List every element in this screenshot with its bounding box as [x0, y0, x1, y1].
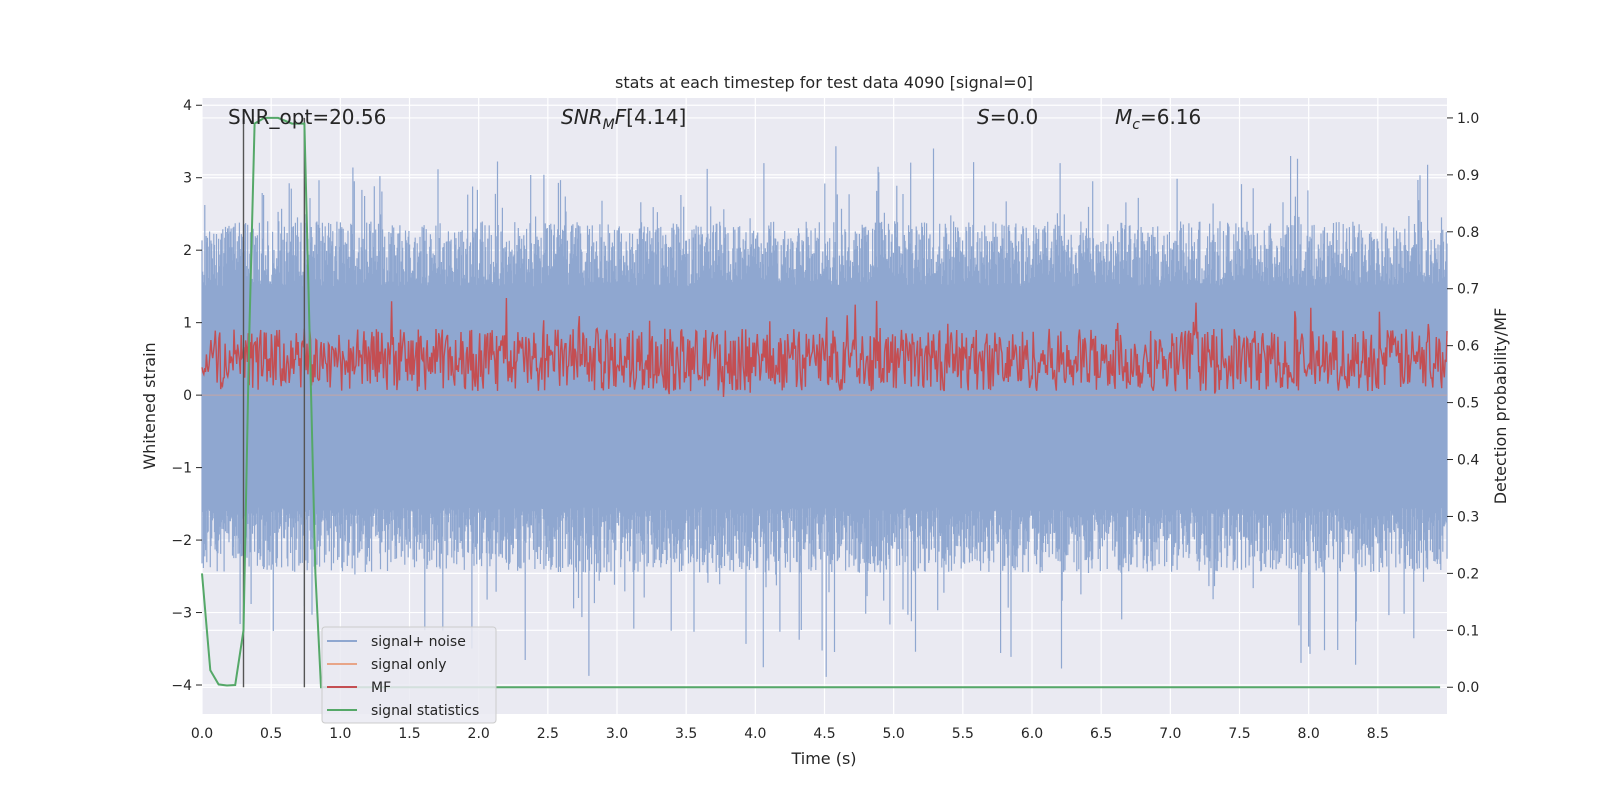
x-tick-label: 6.5	[1090, 726, 1112, 742]
x-tick-label: 1.0	[329, 726, 351, 742]
y-tick-label: 3	[183, 171, 192, 187]
y2-tick-label: 0.7	[1457, 282, 1479, 298]
x-tick-label: 3.5	[675, 726, 697, 742]
x-tick-label: 3.0	[606, 726, 628, 742]
legend: signal+ noise signal only MF signal stat…	[321, 626, 497, 724]
mc-value: =6.16	[1140, 105, 1201, 129]
x-tick-label: 1.5	[398, 726, 420, 742]
y2-tick-label: 0.0	[1457, 680, 1479, 696]
x-tick-label: 0.0	[191, 726, 213, 742]
mf-series	[201, 297, 1448, 398]
x-tick-label: 4.0	[744, 726, 766, 742]
x-tick-label: 2.0	[468, 726, 490, 742]
x-tick-label: 8.0	[1298, 726, 1320, 742]
legend-label-signal-noise: signal+ noise	[371, 634, 466, 650]
x-tick-label: 2.5	[537, 726, 559, 742]
legend-label-mf: MF	[371, 680, 391, 696]
y-tick-label: −3	[171, 606, 192, 622]
x-tick-label: 5.0	[883, 726, 905, 742]
y-tick-label: 0	[183, 388, 192, 404]
signal-statistics-series	[201, 116, 1441, 689]
y2-tick-label: 0.4	[1457, 453, 1479, 469]
signal-noise-series	[201, 146, 1448, 677]
y-tick-label: 2	[183, 243, 192, 259]
x-tick-label: 4.5	[813, 726, 835, 742]
y2-tick-label: 0.5	[1457, 396, 1479, 412]
x-tick-label: 5.5	[952, 726, 974, 742]
y2-tick-label: 0.9	[1457, 168, 1479, 184]
snr-opt-annotation: SNR_opt=20.56	[228, 105, 386, 129]
x-axis-label: Time (s)	[790, 749, 856, 768]
legend-label-signal-only: signal only	[371, 657, 446, 673]
y-axis-ticks: 4 3 2 1 0 −1 −2 −3 −4	[171, 98, 202, 694]
x-tick-label: 0.5	[260, 726, 282, 742]
s-value: =0.0	[990, 105, 1039, 129]
x-tick-label: 6.0	[1021, 726, 1043, 742]
signal-noise-line	[201, 146, 1448, 677]
y2-tick-label: 0.6	[1457, 339, 1479, 355]
y2-tick-label: 0.8	[1457, 225, 1479, 241]
x-tick-label: 7.0	[1159, 726, 1181, 742]
x-tick-label: 7.5	[1228, 726, 1250, 742]
s-annotation: S=0.0	[977, 105, 1038, 129]
x-tick-label: 8.5	[1367, 726, 1389, 742]
snr-mf-annotation: SNRMF[4.14]	[561, 105, 686, 133]
y2-axis-label: Detection probability/MF	[1491, 308, 1510, 505]
y2-axis-ticks: 1.0 0.9 0.8 0.7 0.6 0.5 0.4 0.3 0.2 0.1 0.0	[1447, 111, 1479, 696]
snr-mf-value: [4.14]	[626, 105, 686, 129]
y-tick-label: 1	[183, 316, 192, 332]
y-tick-label: −2	[171, 533, 192, 549]
y-axis-label: Whitened strain	[140, 342, 159, 469]
y-tick-label: −4	[171, 678, 192, 694]
legend-label-signal-statistics: signal statistics	[371, 703, 479, 719]
y-tick-label: 4	[183, 98, 192, 114]
x-axis-ticks: 0.0 0.5 1.0 1.5 2.0 2.5 3.0 3.5 4.0 4.5 5.0 5.5 6.0 6…	[191, 726, 1389, 742]
y2-tick-label: 0.2	[1457, 566, 1479, 582]
y2-tick-label: 0.1	[1457, 623, 1479, 639]
y-tick-label: −1	[171, 461, 192, 477]
chart-title: stats at each timestep for test data 409…	[615, 73, 1033, 92]
y2-tick-label: 0.3	[1457, 509, 1479, 525]
mf-line	[201, 297, 1448, 398]
signal-statistics-line	[201, 116, 1441, 689]
y2-tick-label: 1.0	[1457, 111, 1479, 127]
mc-annotation: Mc=6.16	[1115, 105, 1201, 133]
legend-box	[321, 626, 497, 724]
